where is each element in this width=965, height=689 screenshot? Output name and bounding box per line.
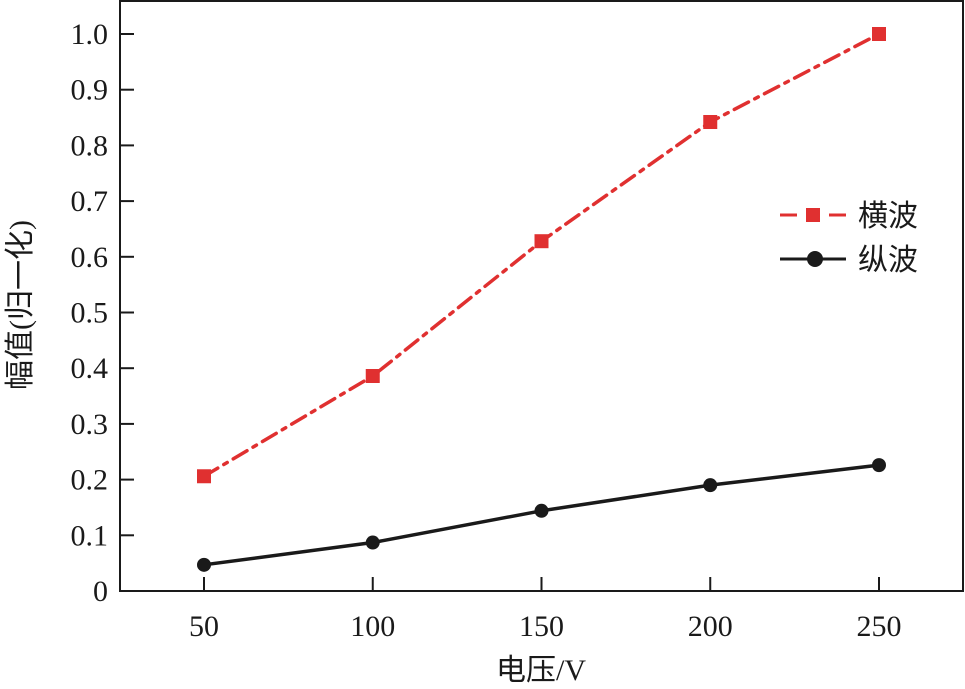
data-point-circle [703,478,718,493]
y-tick-label: 0.8 [71,129,109,162]
y-tick-label: 0.1 [71,519,109,552]
y-axis: 0 0.1 0.2 0.3 0.4 0.5 0.6 0.7 0.8 0.9 1.0 [71,18,134,608]
y-tick-label: 0 [93,575,108,608]
plot-frame [119,0,964,592]
data-point-square [872,27,886,41]
circle-marker-icon [807,251,823,267]
data-point-circle [197,557,211,572]
data-point-circle [534,503,549,518]
y-tick-label: 0.3 [71,408,109,441]
data-point-square [534,234,549,249]
y-tick-label: 0.9 [71,74,109,107]
series-layer [197,27,886,572]
y-tick-label: 0.7 [71,185,109,218]
x-tick-label: 50 [189,610,219,643]
legend-item-longitudinal: 纵波 [780,244,918,277]
y-tick-label: 0.6 [71,241,109,274]
x-tick-label: 200 [688,610,733,643]
data-point-square [703,115,718,130]
y-axis-title: 幅值(归一化) [4,220,37,390]
y-tick-label: 0.2 [71,464,109,497]
data-point-square [197,469,211,484]
legend-label: 横波 [858,200,918,233]
x-axis-title: 电压/V [496,654,586,687]
x-tick-label: 100 [350,610,395,643]
data-point-square [365,368,380,383]
x-axis: 50 100 150 200 250 [189,577,902,643]
x-tick-label: 250 [857,610,902,643]
y-tick-label: 1.0 [71,18,109,51]
data-point-circle [872,458,886,473]
legend-label: 纵波 [858,244,918,277]
x-tick-label: 150 [519,610,564,643]
y-tick-label: 0.5 [71,297,109,330]
legend: 横波 纵波 [780,200,918,277]
square-marker-icon [806,208,820,222]
y-tick-label: 0.4 [71,352,109,385]
series-line-0 [202,32,881,479]
legend-item-transverse: 横波 [780,200,918,233]
data-point-circle [365,535,380,550]
